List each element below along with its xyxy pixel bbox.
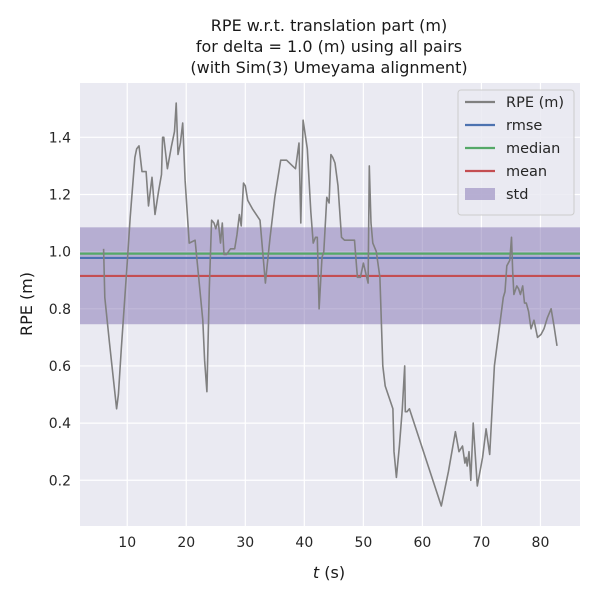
- y-tick-label: 1.0: [49, 245, 71, 261]
- x-tick-label: 70: [473, 535, 491, 551]
- y-tick-label: 1.2: [49, 187, 71, 203]
- y-axis-label: RPE (m): [17, 272, 36, 336]
- x-axis-label: t (s): [313, 563, 345, 582]
- x-tick-labels: 10 20 30 40 50 60 70 80: [118, 535, 549, 551]
- y-tick-labels: 0.2 0.4 0.6 0.8 1.0 1.2 1.4: [49, 130, 71, 489]
- legend-label: mean: [506, 164, 547, 180]
- legend-label: std: [506, 187, 528, 203]
- x-tick-label: 40: [295, 535, 313, 551]
- rpe-series-line: [102, 102, 558, 507]
- legend-item-median: median: [465, 141, 560, 157]
- legend-label: median: [506, 141, 560, 157]
- x-tick-label: 10: [118, 535, 136, 551]
- x-tick-label: 30: [236, 535, 254, 551]
- legend-item-rmse: rmse: [465, 118, 542, 134]
- legend-label: rmse: [506, 118, 542, 134]
- x-axis-label-variable: t: [313, 563, 320, 582]
- legend: RPE (m) rmse median mean std: [457, 89, 575, 216]
- legend-item-std: std: [465, 187, 528, 203]
- legend-item-mean: mean: [465, 164, 547, 180]
- x-tick-label: 60: [413, 535, 431, 551]
- legend-label: RPE (m): [506, 95, 564, 111]
- x-tick-label: 50: [354, 535, 372, 551]
- statistic-overlays: [80, 227, 580, 325]
- rpe-series-group: [102, 102, 558, 507]
- y-tick-label: 0.2: [49, 473, 71, 489]
- y-tick-label: 0.4: [49, 416, 71, 432]
- x-axis-label-unit: (s): [319, 563, 345, 582]
- x-tick-label: 20: [177, 535, 195, 551]
- x-tick-label: 80: [532, 535, 550, 551]
- y-tick-label: 1.4: [49, 130, 71, 146]
- chart-title-line-1: RPE w.r.t. translation part (m): [211, 16, 447, 35]
- legend-swatch: [465, 188, 495, 200]
- chart-title-line-3: (with Sim(3) Umeyama alignment): [190, 58, 467, 77]
- y-tick-label: 0.6: [49, 359, 71, 375]
- legend-frame: [457, 89, 575, 216]
- y-tick-label: 0.8: [49, 302, 71, 318]
- chart-title-line-2: for delta = 1.0 (m) using all pairs: [196, 37, 462, 56]
- legend-item-rpe: RPE (m): [465, 95, 564, 111]
